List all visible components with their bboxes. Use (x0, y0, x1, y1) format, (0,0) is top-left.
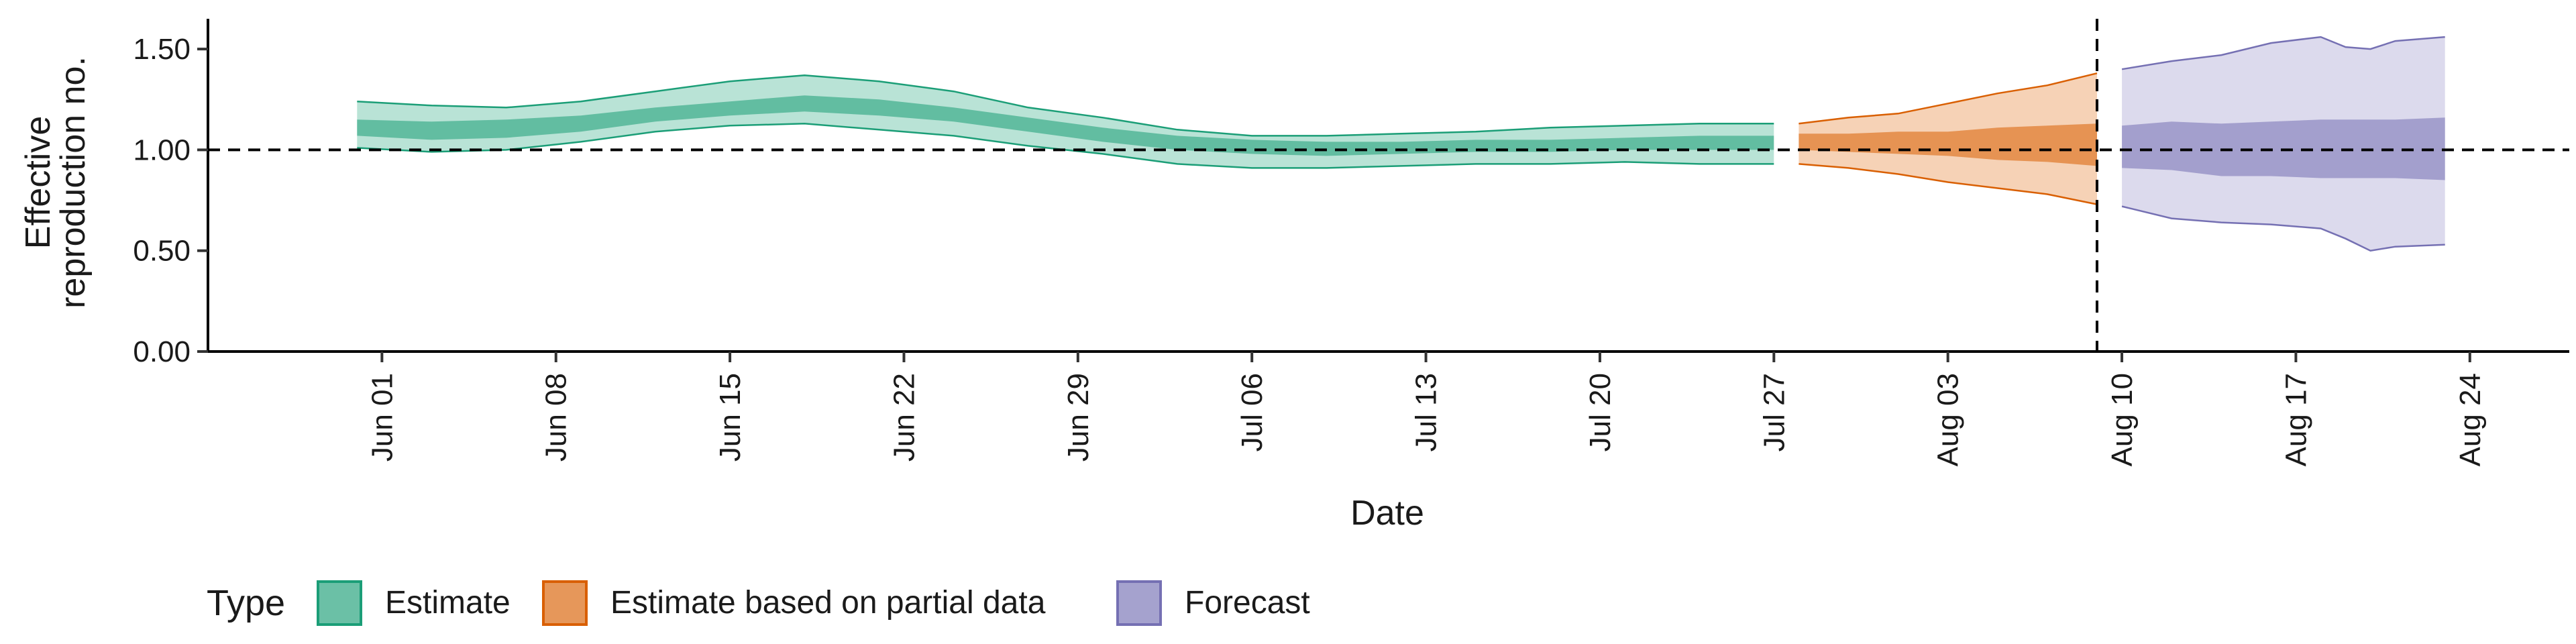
y-tick-label: 0.50 (133, 235, 191, 268)
x-tick-label: Aug 10 (2106, 373, 2139, 466)
x-tick-label: Aug 17 (2279, 373, 2312, 466)
x-tick-label: Jul 13 (1410, 373, 1443, 451)
x-tick-label: Aug 24 (2454, 373, 2487, 466)
legend-item-label: Forecast (1185, 585, 1310, 621)
band-lower-edge-forecast (2121, 205, 2445, 252)
legend-item-label: Estimate (385, 585, 511, 621)
band-upper-edge-estimate (357, 74, 1774, 137)
reference-lines (208, 19, 2569, 352)
legend: Type Estimate Estimate based on partial d… (207, 580, 1310, 626)
y-tick-label: 1.00 (133, 133, 191, 166)
x-tick-label: Jun 22 (888, 373, 921, 462)
legend-title: Type (207, 583, 285, 623)
series-bands (357, 36, 2445, 252)
y-axis-label-line-2: reproduction no. (54, 56, 93, 309)
band-lower-edge-estimate-based-on-partial-data (1799, 163, 2098, 205)
x-tick-label: Jun 15 (714, 373, 747, 462)
x-tick-label: Jun 08 (540, 373, 573, 462)
x-axis-label: Date (1350, 494, 1424, 533)
legend-swatch (1116, 580, 1162, 626)
y-axis-label-line-1: Effective (19, 116, 58, 249)
x-tick-label: Jun 01 (366, 373, 398, 462)
x-ticks: Jun 01 Jun 08 Jun 15 Jun 22 Jun 29 Jul 06 Jul … (366, 352, 2487, 466)
x-tick-label: Jul 06 (1236, 373, 1269, 451)
axes (207, 19, 2569, 353)
band-50-estimate (357, 95, 1774, 156)
band-50-estimate-based-on-partial-data (1799, 123, 2097, 166)
y-ticks: 0.00 0.50 1.00 1.50 (133, 33, 208, 368)
legend-swatch (317, 580, 362, 626)
band-upper-edge-estimate-based-on-partial-data (1799, 72, 2098, 125)
band-lower-edge-estimate (357, 123, 1774, 169)
x-tick-label: Jun 29 (1062, 373, 1095, 462)
x-tick-label: Aug 03 (1932, 373, 1965, 466)
y-tick-label: 0.00 (133, 335, 191, 368)
y-tick-label: 1.50 (133, 33, 191, 66)
legend-item-label: Estimate based on partial data (610, 585, 1046, 621)
x-tick-label: Jul 20 (1584, 373, 1617, 451)
x-tick-label: Jul 27 (1758, 373, 1790, 451)
band-upper-edge-forecast (2121, 36, 2445, 70)
legend-swatch (542, 580, 588, 626)
